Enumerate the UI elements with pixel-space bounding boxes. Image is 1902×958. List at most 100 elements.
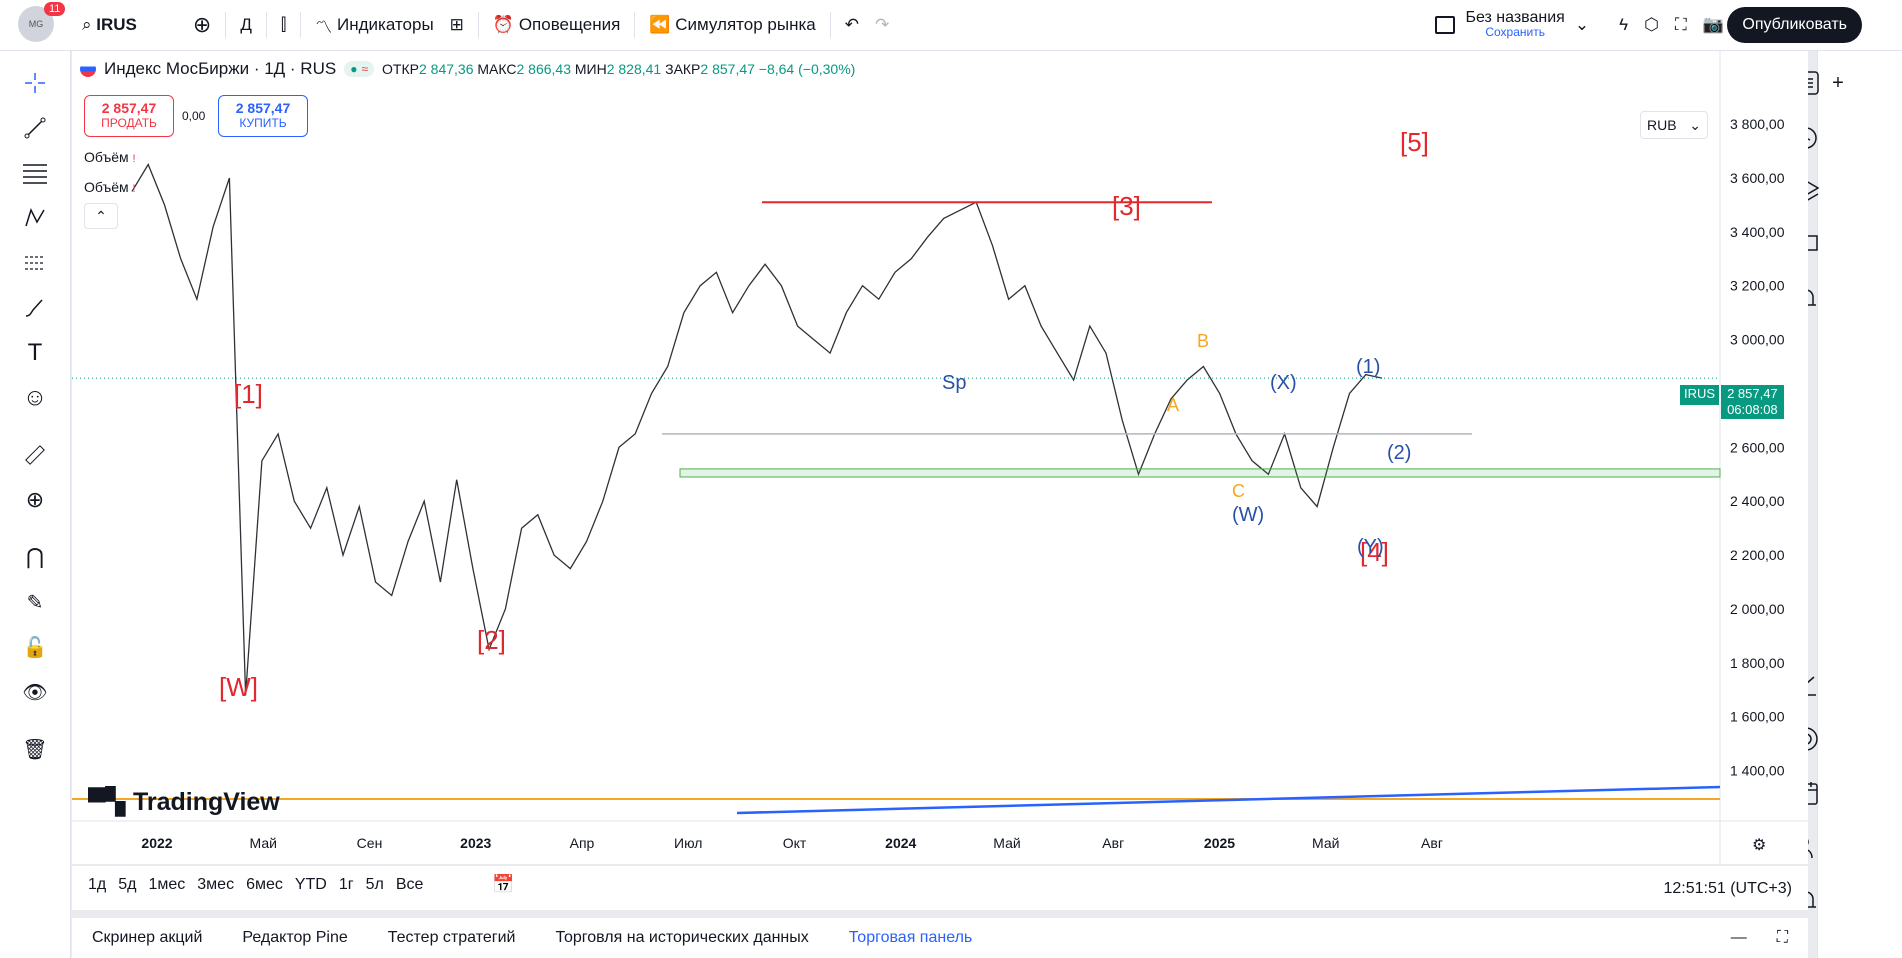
range-5[interactable]: YTD	[294, 876, 327, 893]
calendar-icon: 📅	[492, 874, 515, 894]
plus-button[interactable]: +	[1820, 65, 1856, 101]
replay-button[interactable]: ⏪ Симулятор рынка	[641, 7, 823, 43]
panel-divider	[72, 910, 1808, 918]
x-tick-label: Июл	[674, 835, 702, 851]
crosshair-tool[interactable]	[17, 65, 53, 101]
currency-value: RUB	[1647, 117, 1677, 133]
divider	[265, 12, 267, 38]
divider	[829, 12, 831, 38]
pattern-tool[interactable]	[17, 200, 53, 236]
templates-button[interactable]: ⊞	[442, 7, 472, 43]
x-tick-label: 2022	[141, 835, 172, 851]
publish-button[interactable]: Опубликовать	[1727, 7, 1862, 43]
settings-button[interactable]: ⬡	[1636, 7, 1667, 43]
undo-button[interactable]: ↶	[837, 7, 867, 43]
price-tag-price: 2 857,47	[1727, 386, 1778, 401]
volume-indicator-1[interactable]: Объём !	[84, 149, 136, 165]
magnet-tool[interactable]: ⋂	[17, 539, 53, 575]
bottom-tab-3[interactable]: Торговля на исторических данных	[555, 929, 809, 946]
range-0[interactable]: 1д	[88, 876, 107, 893]
range-6[interactable]: 1г	[338, 876, 354, 893]
close-label: ЗАКР	[665, 61, 701, 77]
right-toolbar: +	[1792, 51, 1902, 958]
range-4[interactable]: 6мес	[246, 876, 283, 893]
market-open-icon: ●	[350, 62, 358, 76]
price-tag: IRUS 2 857,47 06:08:08	[1680, 385, 1784, 419]
x-tick-label: Авг	[1102, 835, 1124, 851]
symbol-search[interactable]: ⌕ IRUS	[74, 7, 145, 43]
blue-indicator-line	[736, 785, 1721, 815]
symbol-title[interactable]: Индекс МосБиржи · 1Д · RUS	[104, 59, 337, 78]
fib-tool[interactable]	[17, 155, 53, 191]
currency-select[interactable]: RUB ⌄	[1640, 111, 1708, 139]
bottom-tab-0[interactable]: Скринер акций	[92, 929, 203, 946]
lock-tool[interactable]: 🔓	[17, 629, 53, 665]
market-status-badge[interactable]: ● ≈	[344, 61, 375, 77]
wave-label: [W]	[219, 672, 258, 702]
camera-icon: 📷	[1702, 15, 1724, 34]
icon-tool[interactable]: ☺	[17, 380, 53, 416]
quick-search-button[interactable]: ϟ	[1611, 7, 1636, 43]
bar-style-button[interactable]: ⫿	[273, 7, 294, 43]
plus-icon: +	[1832, 71, 1844, 94]
replay-label: Симулятор рынка	[675, 15, 816, 34]
top-toolbar: MG 11 ⌕ IRUS ⊕ Д ⫿ 〽 Индикаторы ⊞ ⏰ Опов…	[0, 0, 1902, 51]
clock[interactable]: 12:51:51 (UTC+3)	[1663, 880, 1792, 897]
bottom-tab-1[interactable]: Редактор Pine	[242, 929, 348, 946]
chart-pane[interactable]: 3 800,00 3 600,00 3 400,00 3 200,00 3 000,00…	[72, 51, 1808, 864]
wave-label: [4]	[1360, 537, 1389, 567]
stay-drawing-tool[interactable]: ✎	[17, 584, 53, 620]
layout-button[interactable]: Без названия Сохранить ⌄	[1427, 7, 1597, 43]
trash-icon: 🗑	[22, 738, 48, 761]
indicators-button[interactable]: 〽 Индикаторы	[307, 7, 441, 43]
zoom-in-icon: ⊕	[25, 487, 45, 512]
trendline-tool[interactable]	[17, 110, 53, 146]
interval-button[interactable]: Д	[240, 15, 252, 34]
wave-label: (X)	[1270, 372, 1297, 394]
close-value: 2 857,47	[700, 61, 755, 77]
text-icon: T	[27, 339, 43, 366]
bottom-tab-2[interactable]: Тестер стратегий	[387, 929, 516, 946]
time-axis-settings[interactable]: ⚙	[1752, 835, 1766, 855]
hide-tool[interactable]: 👁	[17, 674, 53, 710]
minimize-panel-button[interactable]: —	[1731, 929, 1747, 947]
layout-name-group: Без названия Сохранить	[1465, 10, 1564, 40]
snapshot-button[interactable]: 📷	[1695, 7, 1732, 43]
range-3[interactable]: 3мес	[197, 876, 235, 893]
chevron-up-icon: ⌃	[95, 207, 107, 224]
y-tick-label: 3 200,00	[1730, 278, 1785, 294]
brush-tool[interactable]	[17, 290, 53, 326]
bottom-tabs: Скринер акций Редактор Pine Тестер стратег…	[72, 918, 1808, 958]
warning-icon: !	[132, 153, 136, 165]
sell-button[interactable]: 2 857,47 ПРОДАТЬ	[84, 95, 174, 137]
wave-label: (2)	[1387, 442, 1411, 464]
warning-icon: !	[132, 183, 136, 195]
buy-button[interactable]: 2 857,47 КУПИТЬ	[218, 95, 308, 137]
zoom-tool[interactable]: ⊕	[17, 482, 53, 518]
high-value: 2 866,43	[516, 61, 571, 77]
text-tool[interactable]: T	[17, 335, 53, 371]
alerts-button[interactable]: ⏰ Оповещения	[485, 7, 628, 43]
fullscreen-button[interactable]: ⛶	[1667, 7, 1695, 43]
range-8[interactable]: Все	[395, 876, 424, 893]
range-2[interactable]: 1мес	[148, 876, 186, 893]
layout-square-icon	[1435, 16, 1456, 34]
undo-icon: ↶	[844, 15, 859, 34]
wave-label: (W)	[1232, 504, 1264, 526]
bottom-tab-4[interactable]: Торговая панель	[848, 929, 973, 946]
volume-indicator-2[interactable]: Объём !	[84, 179, 136, 195]
layout-status: Сохранить	[1485, 25, 1545, 39]
range-7[interactable]: 5л	[365, 876, 384, 893]
range-1[interactable]: 5д	[118, 876, 137, 893]
ruler-tool[interactable]	[17, 437, 53, 473]
maximize-panel-button[interactable]: ⛶	[1777, 929, 1788, 947]
tv-logo-icon: ▀▚	[88, 788, 125, 816]
smiley-icon: ☺	[22, 384, 48, 411]
collapse-legend-button[interactable]: ⌃	[84, 203, 118, 229]
remove-tool[interactable]: 🗑	[17, 731, 53, 767]
compare-button[interactable]: ⊕	[185, 7, 219, 43]
goto-date-button[interactable]: 📅	[492, 874, 514, 895]
redo-button[interactable]: ↷	[867, 7, 897, 43]
low-label: МИН	[574, 61, 607, 77]
prediction-tool[interactable]	[17, 245, 53, 281]
